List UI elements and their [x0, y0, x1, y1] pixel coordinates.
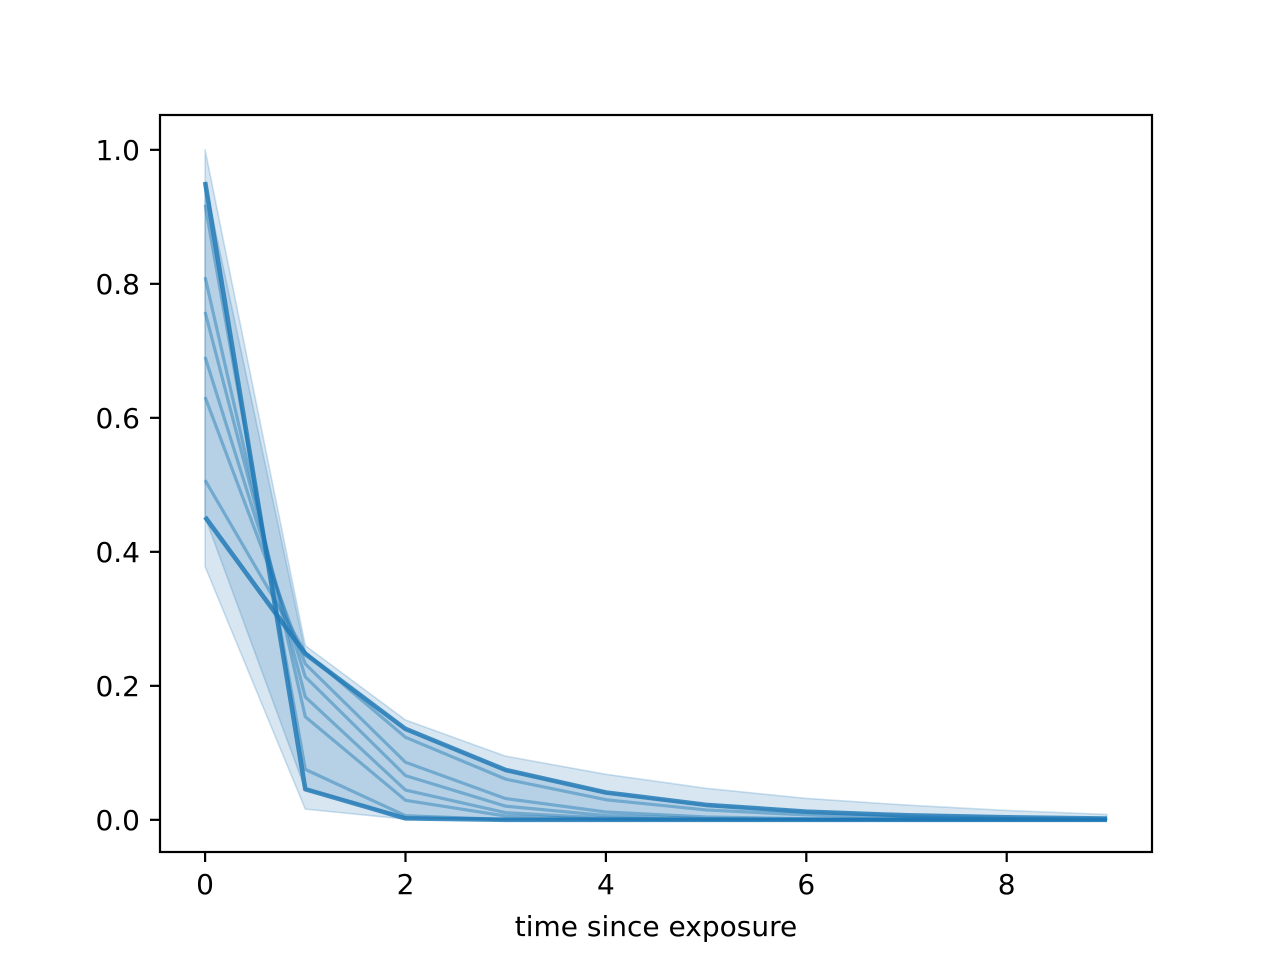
axes-layer: 0 2 4 6 8 0.0 0.2 0.4 0.6 0.8 1.0 — [95, 113, 1154, 901]
y-tick-label-0.4: 0.4 — [95, 536, 140, 569]
trajectory-p-0.952-line — [202, 181, 1107, 823]
axes-frame — [158, 113, 1154, 854]
y-tick-label-1.0: 1.0 — [95, 134, 140, 167]
y-tick-label-0.2: 0.2 — [95, 670, 140, 703]
x-tick-label-2: 2 — [397, 868, 415, 901]
x-axis-label: time since exposure — [515, 910, 797, 943]
y-tick-label-0.0: 0.0 — [95, 804, 140, 837]
trajectory-lines-layer — [202, 181, 1107, 823]
trajectory-p-0.452-line — [203, 515, 1107, 821]
x-tick-label-6: 6 — [797, 868, 815, 901]
y-tick-label-0.8: 0.8 — [95, 268, 140, 301]
x-tick-label-0: 0 — [196, 868, 214, 901]
y-tick-label-0.6: 0.6 — [95, 402, 140, 435]
x-tick-label-8: 8 — [998, 868, 1016, 901]
x-tick-label-4: 4 — [597, 868, 615, 901]
